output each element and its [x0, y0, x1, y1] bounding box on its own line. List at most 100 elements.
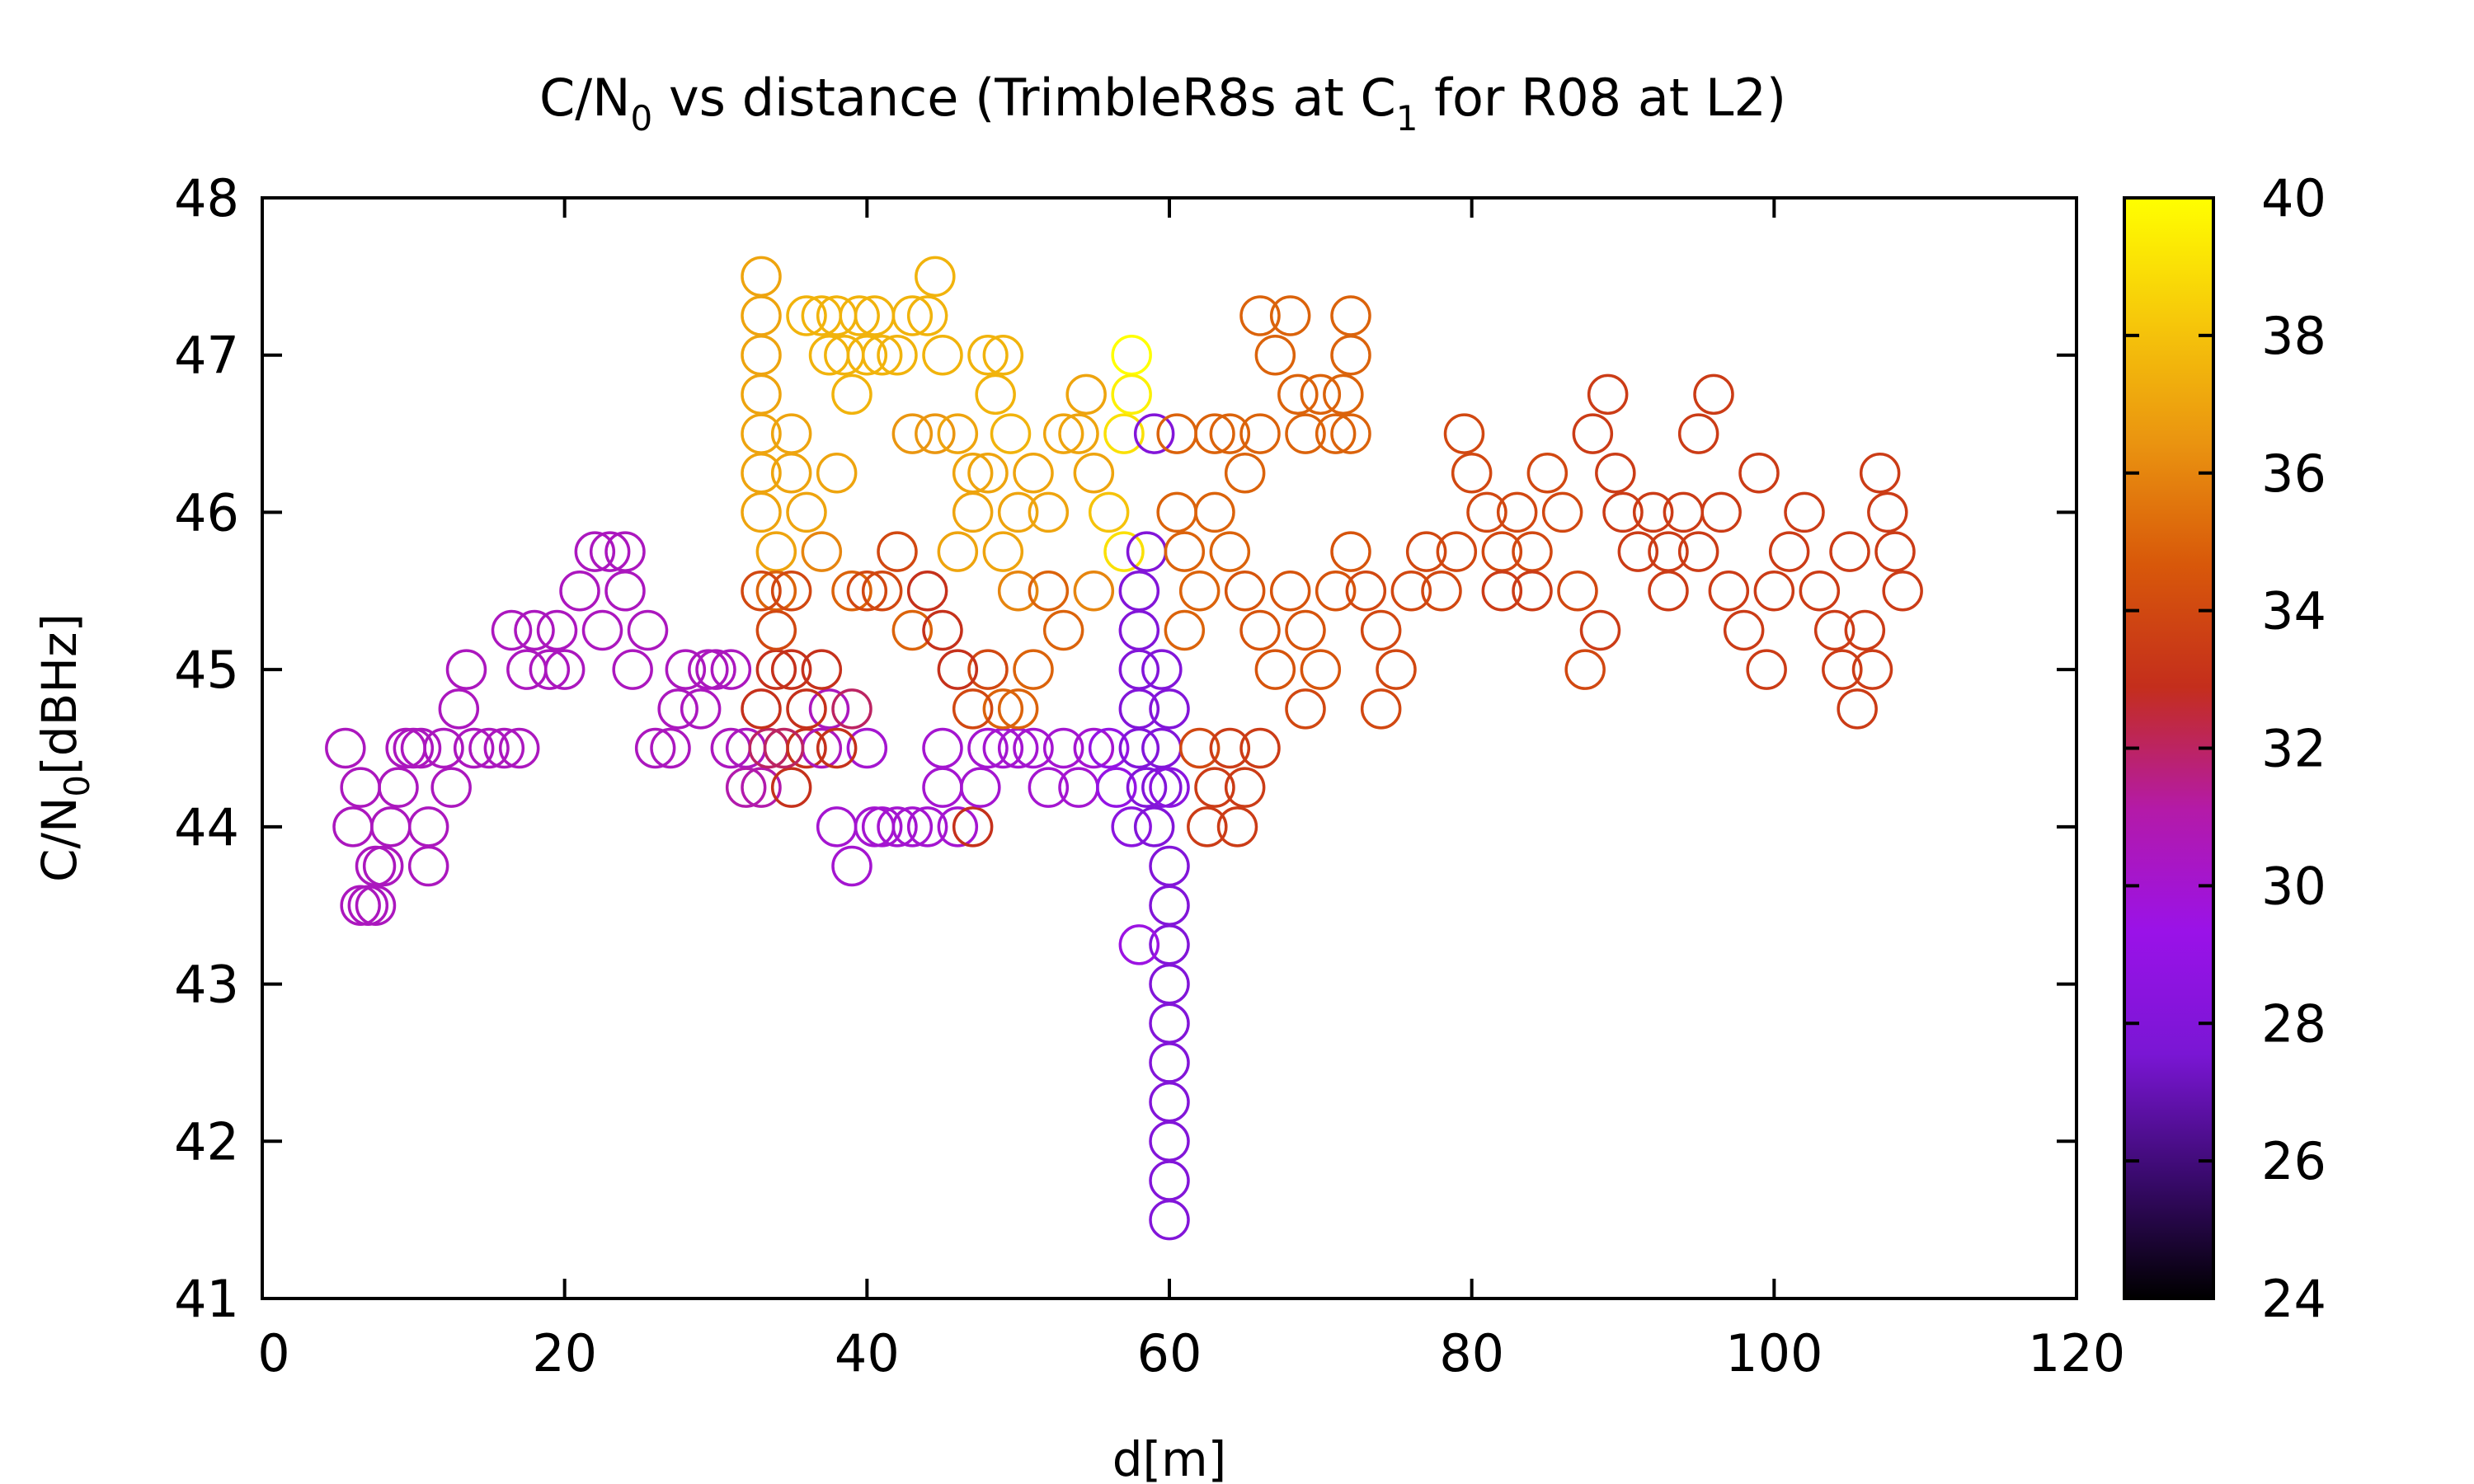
data-point [1822, 649, 1863, 690]
data-point [854, 806, 896, 848]
data-point [1224, 453, 1266, 494]
data-point [1330, 334, 1371, 376]
data-point [1813, 609, 1856, 651]
x-axis-label: d[m] [1112, 1431, 1227, 1484]
data-point [355, 845, 397, 887]
data-point [846, 727, 888, 769]
data-point [536, 609, 578, 651]
data-point [861, 334, 903, 376]
data-point [514, 609, 555, 651]
data-point [1156, 413, 1197, 454]
data-point [1149, 1120, 1190, 1162]
data-point [665, 649, 707, 690]
data-point [1390, 571, 1432, 612]
data-point [581, 609, 623, 651]
data-point [483, 727, 525, 769]
data-point [1149, 845, 1190, 887]
data-point [741, 571, 782, 612]
data-point [1360, 688, 1402, 730]
data-point [915, 413, 956, 454]
data-point [393, 727, 435, 769]
colorbar-tick-label: 34 [2261, 581, 2326, 641]
data-point [1149, 1160, 1190, 1201]
data-point [1874, 531, 1916, 572]
data-point [1028, 491, 1070, 533]
data-point [1451, 453, 1493, 494]
colorbar-tick-label: 30 [2261, 856, 2326, 916]
data-point [1187, 806, 1228, 848]
data-point [861, 571, 903, 612]
data-point [846, 571, 888, 612]
data-point [1345, 571, 1387, 612]
data-point [1799, 571, 1841, 612]
data-point [453, 727, 495, 769]
y-axis: 41 42 43 44 45 46 47 48 [174, 168, 2077, 1329]
data-point [1376, 649, 1417, 690]
data-point [1058, 413, 1099, 454]
data-point [332, 806, 374, 848]
x-tick-label: 40 [835, 1323, 900, 1383]
data-point [1149, 688, 1190, 730]
data-point [741, 334, 782, 376]
data-point [1254, 649, 1296, 690]
data-point [741, 413, 782, 454]
data-point [755, 531, 797, 572]
data-point [967, 453, 1009, 494]
data-point [1239, 727, 1281, 769]
data-point [1103, 531, 1145, 572]
data-point [1133, 806, 1175, 848]
x-tick-label: 0 [257, 1323, 289, 1383]
data-point [1753, 571, 1795, 612]
data-point [1126, 767, 1168, 808]
data-point [725, 767, 767, 808]
data-point [1882, 571, 1923, 612]
data-point [816, 806, 858, 848]
data-point [891, 609, 934, 651]
data-point [1315, 413, 1357, 454]
data-point [1277, 373, 1319, 416]
data-point [1617, 531, 1659, 572]
data-point [370, 806, 412, 848]
data-point [1239, 295, 1281, 336]
data-point [1088, 727, 1130, 769]
data-point [559, 571, 600, 612]
data-point [1526, 453, 1569, 494]
data-point [1677, 413, 1719, 454]
data-point [1330, 413, 1371, 454]
data-point [1572, 413, 1614, 454]
data-point [1557, 571, 1598, 612]
data-point [846, 334, 888, 376]
data-point [891, 413, 934, 454]
data-point [982, 688, 1024, 730]
data-point [997, 571, 1039, 612]
data-point [831, 845, 872, 887]
data-point [990, 413, 1032, 454]
colorbar-tick-label: 32 [2261, 719, 2326, 779]
data-point [741, 767, 782, 808]
data-point [657, 688, 698, 730]
data-point [1315, 571, 1357, 612]
data-point [438, 688, 480, 730]
data-point [1042, 727, 1084, 769]
y-tick-label: 47 [174, 326, 239, 386]
data-point [1118, 649, 1160, 690]
data-point [1224, 571, 1266, 612]
data-point [770, 413, 812, 454]
data-point [877, 806, 918, 848]
data-point [982, 531, 1024, 572]
data-point [695, 649, 736, 690]
data-point [741, 491, 782, 533]
data-point [1164, 609, 1206, 651]
data-point [1141, 727, 1183, 769]
data-point [1111, 373, 1152, 416]
data-point [808, 688, 850, 730]
y-tick-label: 43 [174, 955, 239, 1015]
data-point [445, 649, 487, 690]
data-point [1300, 373, 1342, 416]
data-point [407, 845, 449, 887]
data-point [430, 767, 472, 808]
data-point [997, 491, 1039, 533]
colorbar-tick-label: 28 [2261, 993, 2326, 1054]
data-point [680, 688, 722, 730]
